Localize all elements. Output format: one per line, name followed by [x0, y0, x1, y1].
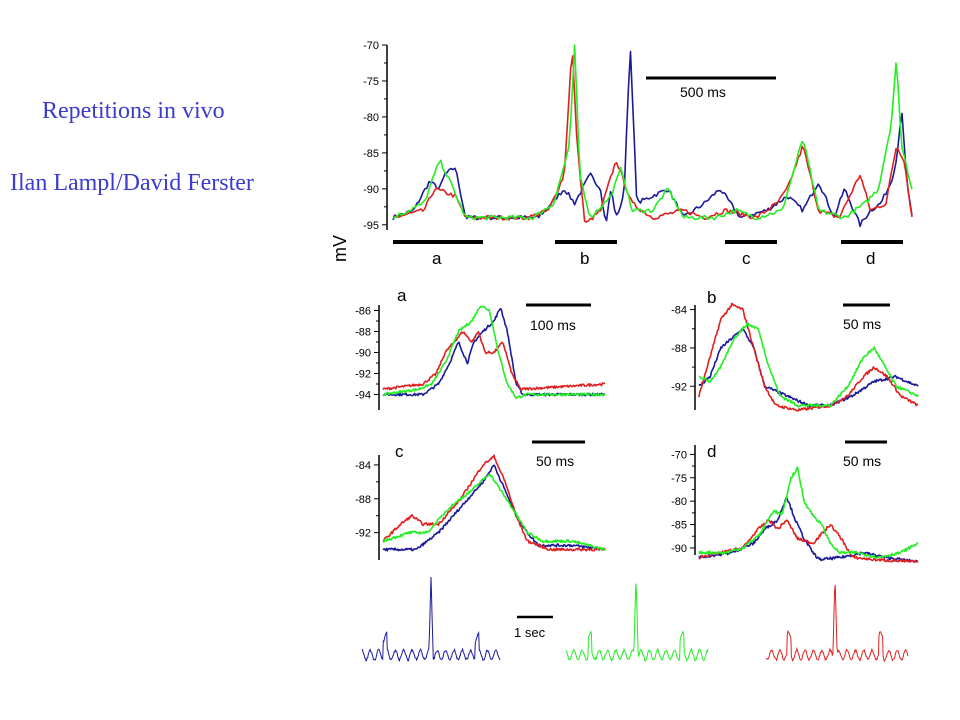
- a-ytick-label-1: -88: [355, 327, 371, 339]
- main-panel: -70 -75 -80 -85 -90 -95 500 ms mV a b c d: [330, 40, 913, 268]
- panel-a-scalebar-label: 100 ms: [530, 317, 576, 333]
- main-ytick-label-5: -95: [363, 220, 379, 232]
- c-ytick-label-0: -84: [355, 460, 371, 472]
- a-trace-green: [382, 305, 606, 400]
- main-scalebar-label: 500 ms: [680, 84, 726, 100]
- a-ytick-label-0: -86: [355, 306, 371, 318]
- c-trace-red: [382, 454, 606, 552]
- c-trace-green: [382, 473, 606, 551]
- d-ytick-label-1: -75: [671, 473, 687, 485]
- panel-a-traces: [382, 305, 606, 400]
- autocorrelogram-traces: [361, 576, 909, 663]
- main-ytick-label-4: -90: [363, 184, 379, 196]
- panel-c-scalebar-label: 50 ms: [536, 453, 574, 469]
- segment-label-c: c: [742, 249, 751, 268]
- b-ytick-label-2: -92: [671, 381, 687, 393]
- segment-label-b: b: [580, 249, 589, 268]
- d-ytick-label-3: -85: [671, 520, 687, 532]
- panel-c-label: c: [395, 442, 404, 461]
- panel-a: -86 -88 -90 -92 -94 a 100 ms: [355, 286, 606, 410]
- panel-d: -70 -75 -80 -85 -90 d 50 ms: [671, 440, 919, 563]
- main-trace-green: [392, 44, 913, 221]
- panel-c-y-ticks: -84 -88 -92: [355, 460, 379, 540]
- main-traces: [392, 44, 913, 228]
- d-trace-red: [698, 519, 919, 563]
- a-trace-red: [382, 331, 606, 391]
- main-ytick-label-0: -70: [363, 40, 379, 52]
- panel-d-y-ticks: -70 -75 -80 -85 -90: [671, 449, 695, 555]
- panel-b: -84 -88 -92 b 50 ms: [671, 288, 919, 412]
- main-ytick-label-1: -75: [363, 76, 379, 88]
- c-ytick-label-1: -88: [355, 494, 371, 506]
- main-y-ticks: -70 -75 -80 -85 -90 -95: [363, 40, 387, 232]
- main-y-label: mV: [330, 235, 350, 262]
- segment-label-a: a: [432, 249, 442, 268]
- segment-label-d: d: [866, 249, 875, 268]
- autocorrelogram-green: [565, 583, 709, 663]
- panel-b-y-ticks: -84 -88 -92: [671, 305, 695, 393]
- b-trace-green: [698, 322, 919, 408]
- d-trace-blue: [698, 496, 919, 563]
- autocorrelogram-panel: 1 sec: [361, 576, 909, 663]
- b-ytick-label-1: -88: [671, 343, 687, 355]
- slide-title: Repetitions in vivo: [42, 98, 225, 124]
- segment-bars: a b c d: [393, 240, 903, 268]
- a-ytick-label-2: -90: [355, 348, 371, 360]
- b-trace-red: [698, 302, 919, 412]
- d-trace-green: [698, 466, 919, 559]
- c-trace-blue: [382, 464, 606, 552]
- a-ytick-label-4: -94: [355, 390, 371, 402]
- panel-b-traces: [698, 302, 919, 412]
- a-ytick-label-3: -92: [355, 369, 371, 381]
- panel-d-label: d: [707, 442, 716, 461]
- d-ytick-label-2: -80: [671, 496, 687, 508]
- panel-c-traces: [382, 454, 606, 552]
- c-ytick-label-2: -92: [355, 528, 371, 540]
- main-ytick-label-3: -85: [363, 148, 379, 160]
- panel-a-y-ticks: -86 -88 -90 -92 -94: [355, 306, 379, 402]
- b-ytick-label-0: -84: [671, 305, 687, 317]
- d-ytick-label-0: -70: [671, 449, 687, 461]
- autocorrelogram-red: [765, 584, 909, 663]
- acf-scalebar-label: 1 sec: [514, 625, 546, 640]
- main-ytick-label-2: -80: [363, 112, 379, 124]
- panel-c: -84 -88 -92 c 50 ms: [355, 440, 606, 560]
- autocorrelogram-blue: [361, 576, 501, 662]
- panel-b-scalebar-label: 50 ms: [843, 316, 881, 332]
- d-ytick-label-4: -90: [671, 543, 687, 555]
- panel-b-label: b: [707, 288, 716, 307]
- panel-d-scalebar-label: 50 ms: [843, 453, 881, 469]
- slide-authors: Ilan Lampl/David Ferster: [10, 170, 254, 196]
- panel-d-traces: [698, 466, 919, 563]
- panel-a-label: a: [397, 286, 407, 305]
